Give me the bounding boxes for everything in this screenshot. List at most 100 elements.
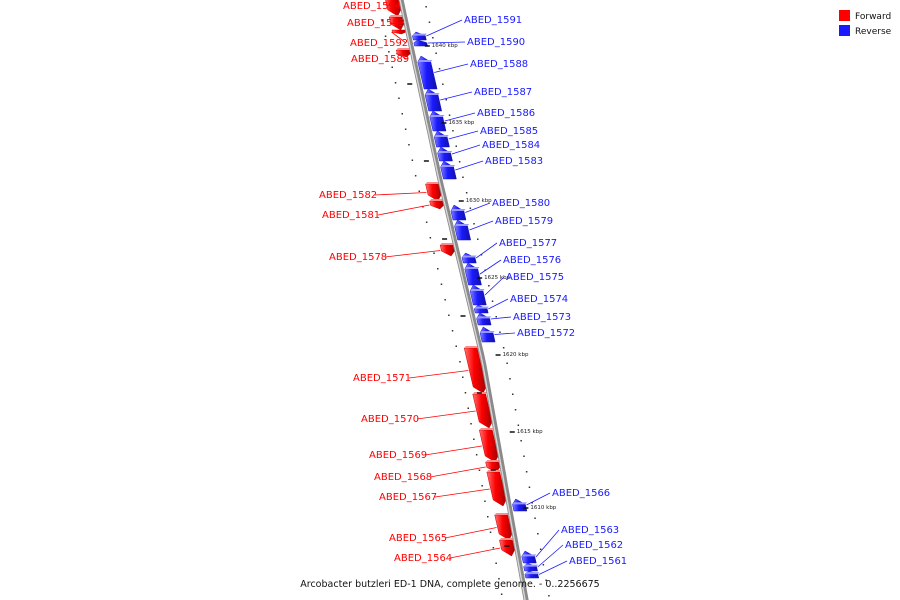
scale-dot xyxy=(492,547,495,549)
gene-bevel xyxy=(512,502,527,505)
gene-abed-1564 xyxy=(499,538,515,557)
gene-leader-line xyxy=(538,560,568,575)
gene-arrow xyxy=(437,146,453,162)
gene-abed-1590 xyxy=(413,39,428,47)
gene-label: ABED_1562 xyxy=(565,540,623,551)
scale-dot xyxy=(437,268,439,270)
gene-abed-1585 xyxy=(433,130,450,148)
gene-leader-line xyxy=(479,259,502,275)
gene-abed-1567 xyxy=(486,470,507,507)
gene-label: ABED_1587 xyxy=(474,87,532,98)
gene-abed-1571 xyxy=(463,346,487,394)
gene-leader-line xyxy=(490,316,512,320)
gene-leader-line xyxy=(434,488,490,498)
gene-arrow xyxy=(454,219,472,241)
gene-abed-1563 xyxy=(521,550,537,564)
gene-arrow xyxy=(417,55,438,90)
map-caption: Arcobacter butzleri ED-1 DNA, complete g… xyxy=(300,579,599,590)
gene-abed-1589 xyxy=(395,48,411,58)
gene-bevel xyxy=(389,15,404,17)
scale-dot xyxy=(534,517,536,519)
scale-dot xyxy=(506,362,508,364)
scale-dot xyxy=(445,99,447,101)
gene-label: ABED_1594 xyxy=(343,1,401,12)
gene-bevel xyxy=(437,151,453,153)
scale-dot xyxy=(495,316,497,318)
gene-leader-line xyxy=(448,130,479,140)
scale-dot xyxy=(418,190,420,192)
strand-legend: Forward Reverse xyxy=(839,10,892,37)
minor-scale-dots xyxy=(381,6,550,597)
gene-abed-1569 xyxy=(478,428,499,463)
gene-abed-1594 xyxy=(385,0,402,17)
gene-leader-line xyxy=(377,204,430,216)
scale-tick-label: 1615 kbp xyxy=(517,429,543,435)
gene-label: ABED_1576 xyxy=(503,255,561,266)
gene-arrow xyxy=(464,262,482,286)
scale-dot xyxy=(465,192,468,194)
scale-ticks: 1640 kbp 1635 kbp 1630 kbp 1625 kbp 1620 kbp… xyxy=(407,43,557,547)
gene-abed-1574 xyxy=(473,304,489,314)
gene-label: ABED_1583 xyxy=(485,156,543,167)
gene-arrow xyxy=(412,31,427,41)
gene-arrow xyxy=(424,88,443,112)
gene-abed-1584 xyxy=(437,146,453,162)
scale-tick-label: 1620 kbp xyxy=(503,352,529,358)
gene-label: ABED_1585 xyxy=(480,126,538,137)
gene-label: ABED_1566 xyxy=(552,488,610,499)
gene-abed-1578 xyxy=(439,243,455,257)
gene-arrow xyxy=(479,326,496,343)
scale-dot xyxy=(531,502,533,504)
gene-leader-line xyxy=(451,144,481,155)
gene-label: ABED_1592 xyxy=(350,38,408,49)
gene-arrow xyxy=(429,110,447,132)
scale-dot xyxy=(459,361,461,363)
legend-swatch-forward xyxy=(839,10,850,21)
scale-dot xyxy=(545,579,547,581)
scale-dot xyxy=(500,593,503,595)
gene-leader-line xyxy=(469,220,494,231)
gene-leader-line xyxy=(484,276,505,296)
scale-dot xyxy=(478,469,481,471)
gene-bevel xyxy=(429,115,445,117)
scale-dot xyxy=(411,159,414,161)
gene-bevel xyxy=(440,165,456,167)
scale-dot xyxy=(451,330,454,332)
scale-dot xyxy=(525,471,528,473)
gene-arrow xyxy=(450,204,467,221)
gene-leader-line xyxy=(429,466,486,478)
gene-label: ABED_1586 xyxy=(477,108,535,119)
gene-bevel xyxy=(429,199,445,201)
gene-label: ABED_1578 xyxy=(329,252,387,263)
gene-leader-line xyxy=(444,527,497,539)
scale-dot xyxy=(435,52,437,54)
scale-dot xyxy=(462,176,464,178)
legend-label-reverse: Reverse xyxy=(855,27,892,37)
gene-label: ABED_1591 xyxy=(464,15,522,26)
gene-label: ABED_1565 xyxy=(389,533,447,544)
gene-leader-line xyxy=(449,547,501,559)
scale-dot xyxy=(502,347,505,349)
gene-bevel xyxy=(524,572,540,575)
gene-bevel xyxy=(450,209,466,211)
gene-leader-line xyxy=(408,370,469,379)
gene-abed-1582 xyxy=(425,182,442,202)
scale-dot xyxy=(539,548,542,550)
gene-leader-line xyxy=(374,192,427,196)
scale-dot xyxy=(448,114,451,116)
gene-arrow xyxy=(469,284,487,306)
gene-arrow xyxy=(521,550,537,564)
gene-arrow xyxy=(512,498,528,512)
gene-bevel xyxy=(396,48,411,50)
gene-abed-1568 xyxy=(485,460,501,473)
genome-axis xyxy=(398,0,529,600)
gene-label: ABED_1581 xyxy=(322,210,380,221)
gene-label: ABED_1593 xyxy=(347,18,405,29)
gene-leader-line xyxy=(444,112,476,122)
scale-tick-label: 1630 kbp xyxy=(466,198,492,204)
scale-dot xyxy=(499,331,501,333)
scale-dot xyxy=(509,378,511,380)
scale-dot xyxy=(484,500,486,502)
scale-dot xyxy=(542,564,545,566)
scale-dot xyxy=(442,83,444,85)
